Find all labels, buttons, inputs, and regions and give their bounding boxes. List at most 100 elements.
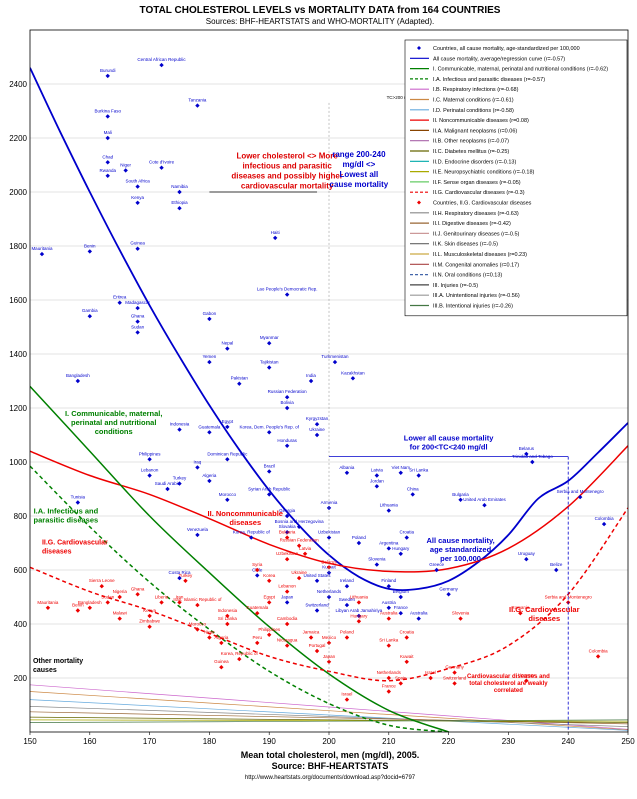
point-label-all-cause: Namibia	[171, 184, 188, 189]
point-label-all-cause: Guinea	[130, 241, 145, 246]
point-cvd	[147, 624, 152, 629]
legend-label: All cause mortality, average/regression …	[433, 56, 565, 62]
point-label-cvd: Romania	[511, 605, 530, 610]
point-all-cause	[207, 478, 212, 484]
point-label-cvd: Colombia	[589, 648, 609, 653]
point-label-all-cause: Albania	[339, 465, 355, 470]
point-cvd	[284, 643, 290, 648]
y-tick-label: 2400	[9, 80, 27, 89]
point-all-cause	[105, 160, 110, 165]
point-cvd	[219, 640, 224, 646]
point-all-cause	[267, 492, 272, 497]
point-cvd	[284, 621, 290, 627]
point-all-cause	[207, 316, 212, 322]
point-label-cvd: Hungary	[350, 613, 368, 618]
point-cvd	[428, 675, 433, 681]
point-label-cvd: Nigeria	[113, 589, 128, 594]
y-tick-label: 600	[14, 566, 28, 575]
x-axis-label: Mean total cholesterol, men (mg/dl), 200…	[241, 750, 420, 760]
point-label-all-cause: Bulgaria	[452, 492, 469, 497]
point-label-all-cause: Greece	[429, 562, 444, 567]
point-label-all-cause: Kyrgyzstan	[306, 416, 329, 421]
point-label-all-cause: Brazil	[264, 463, 275, 468]
point-label-all-cause: Lebanon	[141, 468, 159, 473]
point-cvd	[398, 681, 403, 686]
x-tick-label: 170	[143, 737, 157, 746]
point-all-cause	[159, 165, 164, 170]
legend-label: I. Communicable, maternal, perinatal and…	[433, 67, 608, 73]
point-label-all-cause: Rwanda	[99, 168, 116, 173]
point-label-cvd: Turkey	[179, 573, 193, 578]
point-all-cause	[356, 613, 362, 619]
legend-label: II. Noncommunicable diseases (r=0.08)	[433, 118, 529, 124]
point-all-cause	[524, 451, 529, 457]
point-label-cvd: Liberia	[155, 594, 169, 599]
x-tick-label: 160	[83, 737, 97, 746]
point-cvd	[356, 619, 362, 624]
point-cvd	[404, 659, 409, 664]
point-all-cause	[326, 535, 332, 540]
point-all-cause	[314, 422, 320, 427]
point-all-cause	[195, 465, 200, 470]
point-cvd	[255, 567, 260, 573]
point-label-cvd: Kuwait	[400, 654, 414, 659]
point-all-cause	[524, 557, 529, 562]
point-label-all-cause: Russian Federation	[268, 389, 308, 394]
point-cvd	[183, 578, 188, 583]
point-cvd	[326, 659, 332, 664]
point-all-cause	[386, 546, 391, 551]
point-label-cvd: Indonesia	[218, 608, 238, 613]
note-lower-cholesterol: infectious and parasitic	[242, 161, 332, 170]
point-all-cause	[135, 319, 140, 324]
point-cvd	[356, 600, 362, 605]
axes: 200 400 600 800 1000 1200 1400 1600 1800 2000 2200…	[9, 29, 635, 746]
point-cvd	[237, 656, 242, 662]
point-label-cvd: Guatemala	[246, 605, 269, 610]
point-label-all-cause: Lao People's Democratic Rep.	[257, 287, 318, 292]
note-other-mortality: causes	[33, 667, 57, 674]
point-label-all-cause: Belgium	[393, 589, 410, 594]
note-infectious: parasitic diseases	[34, 515, 99, 524]
point-all-cause	[398, 551, 403, 556]
point-label-all-cause: Cote d'Ivoire	[149, 160, 175, 165]
point-all-cause	[554, 567, 559, 573]
point-cvd	[344, 697, 350, 702]
note-range-200-240: range 200-240	[332, 150, 386, 159]
point-cvd	[147, 613, 152, 619]
point-cvd	[386, 689, 391, 694]
point-label-all-cause: Switzerland	[305, 603, 329, 608]
point-label-all-cause: India	[306, 373, 316, 378]
legend-label: I.D. Perinatal conditions (r=-0.58)	[433, 108, 514, 114]
point-all-cause	[386, 584, 391, 589]
point-label-cvd: Israel	[341, 692, 352, 697]
point-label-cvd: Bulgaria	[279, 530, 296, 535]
other-cause-curve	[30, 719, 628, 723]
point-cvd	[75, 608, 81, 613]
point-label-all-cause: Ukraine	[309, 427, 325, 432]
point-label-cvd: Belarus	[321, 559, 337, 564]
note-lower-all-cause: for 200<TC<240 mg/dl	[410, 442, 488, 451]
point-all-cause	[177, 189, 182, 195]
point-all-cause	[326, 594, 332, 600]
point-all-cause	[237, 381, 242, 386]
point-all-cause	[398, 594, 403, 600]
y-tick-label: 1600	[9, 296, 27, 305]
legend-label: II.C. Diabetes mellitus (r=-0.25)	[433, 149, 509, 155]
point-all-cause	[105, 114, 110, 119]
note-lower-cholesterol: cardiovascular mortality	[241, 181, 334, 190]
note-weakly-correlated: total cholesterol are weakly	[469, 681, 548, 687]
point-cvd	[225, 613, 230, 619]
point-all-cause	[314, 578, 320, 583]
point-label-cvd: Niger	[204, 630, 215, 635]
x-tick-label: 190	[263, 737, 277, 746]
point-label-all-cause: Burundi	[100, 68, 116, 73]
point-all-cause	[267, 341, 272, 346]
legend-label: II.I. Digestive diseases (r=-0.42)	[433, 221, 511, 227]
point-label-all-cause: Chad	[102, 154, 113, 159]
point-label-cvd: Portugal	[309, 643, 326, 648]
x-tick-label: 150	[23, 737, 37, 746]
point-cvd	[255, 640, 260, 646]
point-label-cvd: Cambodia	[277, 616, 298, 621]
point-label-all-cause: Ethiopia	[171, 200, 188, 205]
